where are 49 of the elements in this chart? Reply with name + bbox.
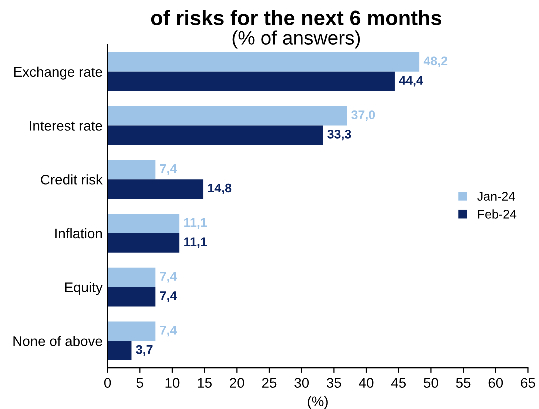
- bar: [108, 322, 156, 342]
- chart-title: of risks for the next 6 months: [151, 10, 442, 26]
- x-tick-label: 10: [166, 378, 180, 388]
- data-label: 11,1: [184, 218, 208, 229]
- bar: [108, 214, 180, 234]
- x-axis-title: (%): [308, 396, 328, 409]
- data-label: 14,8: [208, 184, 232, 194]
- legend-label: Feb-24: [478, 210, 517, 219]
- x-tick-label: 60: [488, 378, 504, 388]
- bar: [108, 180, 204, 200]
- bar: [108, 268, 156, 288]
- data-label: 7,4: [160, 272, 178, 283]
- chart-subtitle: (% of answers): [232, 30, 360, 49]
- bar: [108, 72, 395, 92]
- x-tick-label: 50: [424, 378, 438, 388]
- x-tick-label: 30: [294, 378, 310, 388]
- x-tick-label: 20: [230, 378, 244, 388]
- x-tick-label: 25: [262, 378, 277, 388]
- y-tick-label: Credit risk: [41, 174, 103, 185]
- y-tick-label: None of above: [14, 336, 102, 346]
- x-tick-label: 15: [198, 378, 212, 388]
- bar: [108, 160, 156, 180]
- x-tick-label: 65: [521, 378, 536, 388]
- x-tick-label: 35: [326, 378, 342, 388]
- data-label: 48,2: [424, 56, 448, 68]
- bar: [108, 106, 348, 126]
- y-tick-label: Interest rate: [30, 121, 102, 131]
- data-label: 44,4: [399, 76, 424, 87]
- legend-label: Jan-24: [478, 192, 516, 201]
- data-label: 3,7: [136, 345, 153, 356]
- data-label: 37,0: [352, 110, 376, 122]
- y-tick-label: Exchange rate: [14, 66, 102, 80]
- y-tick-label: Inflation: [56, 228, 102, 239]
- x-tick-label: 45: [391, 378, 406, 388]
- y-tick-label: Equity: [65, 282, 103, 296]
- data-label: 11,1: [184, 238, 208, 248]
- bar: [108, 233, 180, 253]
- data-label: 7,4: [160, 164, 178, 176]
- x-tick-label: 5: [136, 378, 144, 388]
- bar: [108, 126, 324, 146]
- bar: [108, 287, 156, 307]
- x-tick-label: 55: [456, 378, 471, 388]
- x-tick-label: 0: [104, 378, 112, 388]
- bar: [108, 52, 420, 72]
- data-label: 33,3: [328, 130, 352, 141]
- data-label: 7,4: [160, 326, 178, 337]
- data-label: 7,4: [160, 292, 178, 302]
- x-tick-label: 40: [359, 378, 374, 388]
- bar: [108, 341, 132, 361]
